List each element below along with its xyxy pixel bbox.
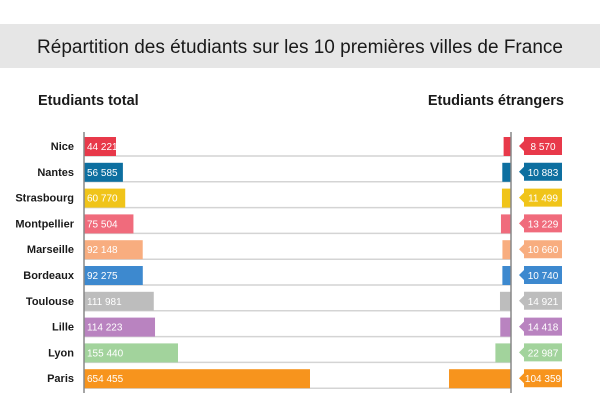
- bar-foreign: [500, 317, 511, 337]
- bar-foreign-label: 104 359: [525, 374, 562, 385]
- category-label: Strasbourg: [15, 193, 74, 205]
- bar-foreign-label: 10 740: [528, 271, 559, 282]
- category-label: Montpellier: [15, 218, 74, 230]
- bar-foreign: [502, 162, 511, 182]
- bar-total: [84, 343, 178, 363]
- bar-total: [84, 214, 134, 234]
- bar-total: [84, 240, 143, 260]
- bar-foreign-label: 22 987: [528, 348, 559, 359]
- bar-foreign-label: 8 570: [530, 142, 555, 153]
- bar-total: [84, 266, 143, 285]
- bar-foreign-tag: [519, 240, 562, 259]
- bar-total-label: 114 223: [87, 323, 123, 334]
- bar-foreign: [499, 291, 511, 311]
- category-label: Toulouse: [26, 296, 74, 308]
- bar-total-label: 155 440: [87, 348, 124, 359]
- bar-foreign: [502, 266, 511, 285]
- bar-total: [84, 369, 310, 389]
- title-band: [0, 24, 600, 68]
- bar-total-label: 60 770: [87, 194, 118, 205]
- bar-total-label: 75 504: [87, 219, 118, 230]
- bar-foreign-label: 11 499: [528, 194, 558, 205]
- category-label: Lille: [52, 322, 74, 334]
- bar-foreign: [503, 137, 511, 156]
- category-label: Paris: [47, 373, 74, 385]
- bar-total: [84, 291, 154, 311]
- bar-foreign-label: 14 921: [528, 297, 559, 308]
- bar-foreign: [501, 188, 511, 208]
- bar-total: [84, 137, 116, 156]
- bar-total-label: 92 275: [87, 271, 118, 282]
- bar-foreign-label: 10 883: [528, 168, 559, 179]
- bar-foreign-tag: [519, 188, 562, 207]
- category-label: Nantes: [37, 167, 74, 179]
- bar-foreign: [502, 240, 511, 260]
- category-label: Lyon: [48, 347, 74, 359]
- bar-foreign: [500, 214, 511, 234]
- bar-foreign-tag: [519, 291, 562, 310]
- bar-foreign-tag: [519, 266, 562, 284]
- bar-foreign: [449, 369, 511, 389]
- bar-total: [84, 317, 156, 337]
- category-label: Nice: [51, 141, 74, 153]
- bar-total-label: 56 585: [87, 168, 118, 179]
- bar-foreign-label: 10 660: [528, 245, 559, 256]
- bar-total-label: 111 981: [87, 297, 122, 308]
- bar-foreign-tag: [519, 343, 562, 362]
- bar-total: [84, 188, 126, 208]
- bar-foreign-label: 14 418: [528, 323, 559, 334]
- bar-total-label: 654 455: [87, 374, 124, 385]
- bar-foreign-tag: [519, 137, 562, 155]
- bar-foreign-tag: [519, 162, 562, 181]
- chart-title: Répartition des étudiants sur les 10 pre…: [37, 37, 563, 58]
- bar-foreign-tag: [519, 214, 562, 233]
- bar-foreign-label: 13 229: [528, 219, 559, 230]
- bar-foreign-tag: [519, 369, 562, 388]
- bar-foreign: [495, 343, 511, 363]
- bar-total: [84, 162, 123, 182]
- category-label: Bordeaux: [23, 270, 75, 282]
- bar-total-label: 44 221: [87, 142, 118, 153]
- bar-total-label: 92 148: [87, 245, 118, 256]
- series-title-total: Etudiants total: [38, 93, 139, 109]
- series-title-foreign: Etudiants étrangers: [428, 93, 564, 109]
- bar-foreign-tag: [519, 317, 562, 336]
- category-label: Marseille: [27, 244, 74, 256]
